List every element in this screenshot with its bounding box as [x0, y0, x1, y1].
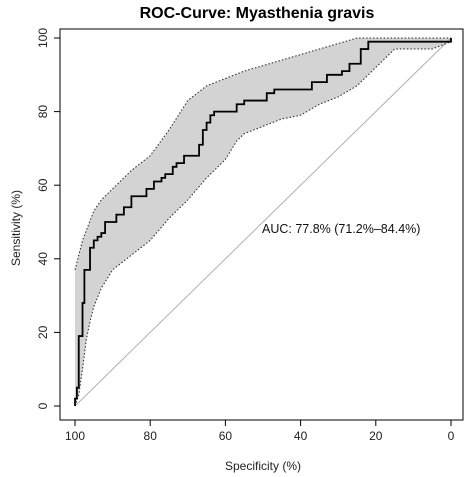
y-tick-label: 40 [36, 252, 50, 266]
x-tick-label: 60 [219, 429, 233, 443]
auc-annotation: AUC: 77.8% (71.2%–84.4%) [262, 222, 420, 236]
plot-area: 100 80 60 40 20 0 0 20 40 60 80 100 AUC: 77.8% (71.2… [36, 28, 464, 443]
plot-frame [59, 28, 464, 421]
x-tick-label: 20 [369, 429, 383, 443]
roc-curve-line [74, 38, 452, 406]
y-tick-label: 0 [36, 402, 50, 409]
diagonal-reference-line [74, 37, 452, 407]
y-tick-label: 20 [36, 325, 50, 339]
chart-title: ROC-Curve: Myasthenia gravis [140, 5, 375, 22]
x-axis-title: Specificity (%) [225, 459, 301, 473]
y-axis-title: Sensitivity (%) [9, 190, 23, 266]
ci-upper-line [74, 37, 451, 270]
y-tick-label: 100 [36, 28, 50, 48]
y-tick-label: 80 [36, 105, 50, 119]
ci-band-fill [75, 38, 451, 406]
y-tick-label: 60 [36, 178, 50, 192]
x-tick-label: 0 [448, 429, 455, 443]
x-tick-label: 40 [294, 429, 308, 443]
x-tick-label: 80 [144, 429, 158, 443]
x-tick-label: 100 [65, 429, 85, 443]
ci-lower-line [74, 41, 452, 407]
